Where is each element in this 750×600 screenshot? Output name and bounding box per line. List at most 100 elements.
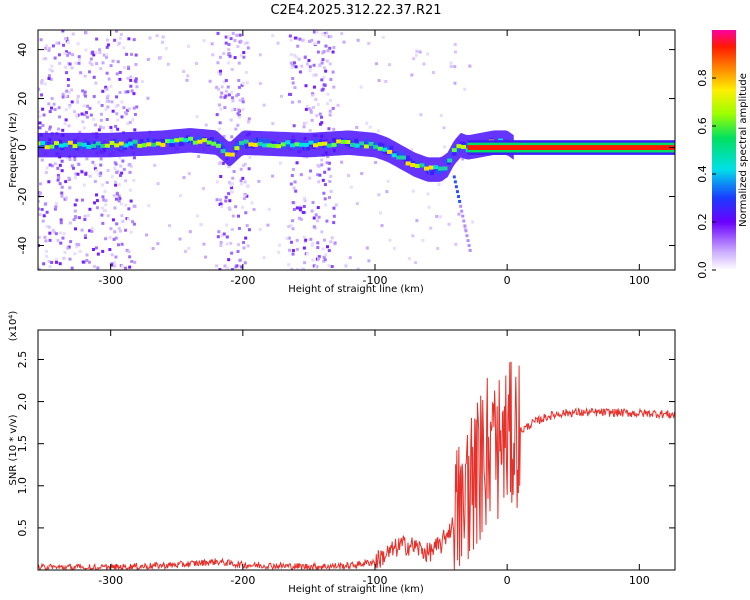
- heatmap-noise-point: [231, 176, 235, 180]
- heatmap-noise-point: [323, 170, 327, 174]
- heatmap-noise-point: [227, 180, 231, 184]
- heatmap-noise-point: [463, 227, 467, 231]
- heatmap-track-peak: [345, 140, 351, 145]
- heatmap-noise-point: [78, 249, 82, 253]
- heatmap-noise-point: [379, 211, 383, 215]
- heatmap-noise-point: [45, 166, 49, 170]
- heatmap-track-point: [452, 151, 457, 156]
- heatmap-noise-point: [82, 183, 86, 187]
- heatmap-noise-point: [342, 40, 346, 44]
- heatmap-noise-point: [327, 127, 331, 131]
- heatmap-noise-point: [112, 261, 116, 265]
- heatmap-noise-point: [40, 207, 44, 211]
- heatmap-noise-point: [67, 124, 71, 128]
- heatmap-noise-point: [329, 189, 333, 193]
- heatmap-track-peak: [308, 140, 314, 145]
- heatmap-noise-point: [95, 62, 99, 66]
- heatmap-noise-point: [447, 222, 451, 226]
- heatmap-noise-point: [303, 121, 307, 125]
- heatmap-track-point: [41, 143, 46, 148]
- heatmap-noise-point: [61, 128, 65, 132]
- heatmap-noise-point: [65, 71, 69, 75]
- heatmap-track-peak: [178, 137, 184, 142]
- heatmap-noise-point: [128, 188, 132, 192]
- heatmap-noise-point: [118, 77, 122, 81]
- heatmap-y-tick-label: 0: [16, 144, 29, 151]
- heatmap-noise-point: [56, 178, 60, 182]
- heatmap-noise-point: [377, 193, 381, 197]
- heatmap-noise-point: [293, 53, 297, 57]
- heatmap-noise-point: [228, 199, 232, 203]
- heatmap-noise-point: [58, 163, 62, 167]
- heatmap-noise-point: [118, 70, 122, 74]
- heatmap-noise-point: [296, 267, 300, 270]
- heatmap-noise-point: [328, 109, 332, 113]
- heatmap-noise-point: [186, 44, 190, 48]
- heatmap-noise-point: [325, 161, 329, 165]
- heatmap-noise-point: [113, 230, 117, 234]
- heatmap-noise-point: [48, 231, 52, 235]
- heatmap-noise-point: [95, 37, 99, 41]
- heatmap-noise-point: [246, 46, 250, 50]
- heatmap-noise-point: [83, 94, 87, 98]
- heatmap-noise-point: [310, 118, 314, 122]
- heatmap-noise-point: [125, 248, 129, 252]
- heatmap-noise-point: [81, 120, 85, 124]
- heatmap-noise-point: [60, 191, 64, 195]
- heatmap-track-peak: [239, 140, 245, 145]
- heatmap-noise-point: [128, 170, 132, 174]
- heatmap-noise-point: [294, 189, 298, 193]
- heatmap-noise-point: [386, 179, 390, 183]
- heatmap-noise-point: [128, 255, 132, 259]
- heatmap-noise-point: [329, 35, 333, 39]
- heatmap-noise-point: [115, 72, 119, 76]
- heatmap-noise-point: [38, 207, 41, 211]
- heatmap-noise-point: [124, 90, 128, 94]
- heatmap-noise-point: [252, 207, 256, 211]
- heatmap-track-point: [437, 170, 442, 175]
- heatmap-noise-point: [77, 58, 81, 62]
- heatmap-noise-point: [101, 221, 105, 225]
- heatmap-noise-point: [314, 213, 318, 217]
- heatmap-noise-point: [305, 104, 309, 108]
- heatmap-noise-point: [437, 182, 441, 186]
- heatmap-noise-point: [117, 41, 121, 45]
- heatmap-track-peak: [294, 142, 300, 147]
- heatmap-noise-point: [67, 176, 71, 180]
- heatmap-noise-point: [101, 195, 105, 199]
- heatmap-noise-point: [233, 56, 237, 60]
- heatmap-track-peak: [40, 141, 46, 146]
- heatmap-y-tick-label: 20: [16, 92, 29, 106]
- heatmap-noise-point: [449, 64, 453, 68]
- heatmap-noise-point: [129, 75, 133, 79]
- heatmap-noise-point: [327, 35, 331, 39]
- heatmap-noise-point: [47, 102, 51, 106]
- heatmap-noise-point: [58, 231, 62, 235]
- heatmap-track-point: [455, 148, 460, 153]
- heatmap-branch-point: [466, 239, 470, 243]
- heatmap-noise-point: [318, 64, 322, 68]
- heatmap-noise-point: [317, 215, 321, 219]
- heatmap-noise-point: [312, 73, 316, 77]
- heatmap-noise-point: [204, 255, 208, 259]
- heatmap-branch-point: [459, 204, 463, 208]
- heatmap-noise-point: [271, 122, 275, 126]
- colorbar-tick-label: 0.4: [696, 165, 709, 183]
- heatmap-noise-point: [331, 70, 335, 74]
- heatmap-noise-point: [308, 129, 312, 133]
- heatmap-noise-point: [44, 46, 48, 50]
- heatmap-noise-point: [155, 34, 159, 38]
- heatmap-noise-point: [247, 228, 251, 232]
- heatmap-noise-point: [100, 103, 104, 107]
- heatmap-noise-point: [217, 127, 221, 131]
- heatmap-x-tick-label: -300: [98, 274, 123, 287]
- heatmap-track-peak: [382, 147, 388, 152]
- heatmap-noise-point: [453, 81, 457, 85]
- heatmap-track-peak: [49, 144, 55, 149]
- heatmap-noise-point: [105, 99, 109, 103]
- heatmap-noise-point: [76, 94, 80, 98]
- heatmap-noise-point: [278, 243, 282, 247]
- heatmap-noise-point: [64, 94, 68, 98]
- heatmap-noise-point: [237, 226, 241, 230]
- snr-scale-label: (x10⁴): [8, 311, 19, 342]
